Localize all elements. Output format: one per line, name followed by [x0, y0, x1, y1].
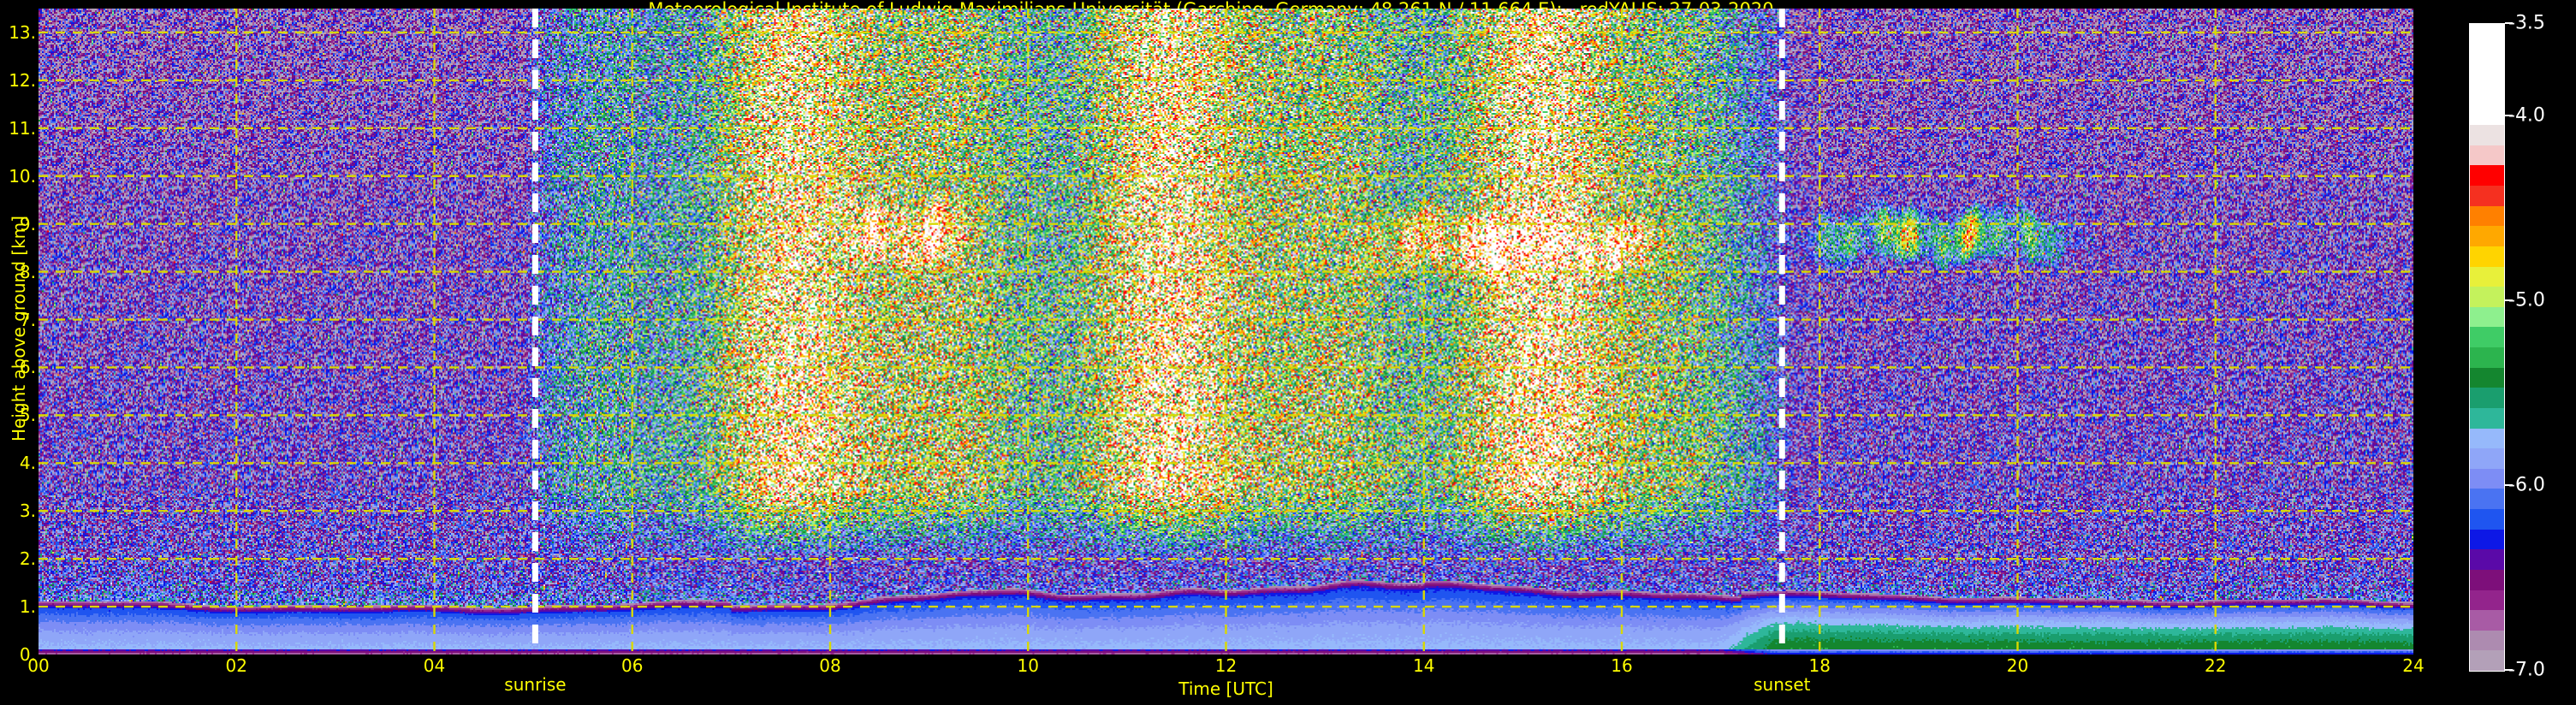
- colorbar-tick-mark: [2505, 484, 2513, 486]
- colorbar-segment: [2470, 44, 2504, 65]
- colorbar-segment: [2470, 145, 2504, 166]
- colorbar-tick-mark: [2505, 115, 2513, 116]
- colorbar-segment: [2470, 287, 2504, 307]
- y-tick-label: 3.: [19, 501, 36, 522]
- x-tick-02: 02: [225, 655, 247, 676]
- colorbar-segment: [2470, 468, 2504, 489]
- y-tick-label: 4.: [19, 453, 36, 474]
- x-tick-04: 04: [423, 655, 446, 676]
- y-tick-label: 8.: [19, 261, 36, 282]
- x-tick-22: 22: [2205, 655, 2227, 676]
- colorbar-segment: [2470, 186, 2504, 206]
- colorbar-tick-label: -3.5: [2508, 12, 2545, 34]
- colorbar-segment: [2470, 125, 2504, 145]
- x-axis-ticks: 00 02 04 06 08 10 12 14 16 18 20 22 24: [0, 655, 2576, 681]
- colorbar-segment: [2470, 428, 2504, 449]
- colorbar-tick-mark: [2505, 669, 2513, 671]
- colorbar-tick-label: -6.0: [2508, 474, 2545, 496]
- y-axis-ticks: 0. 1. 2. 3. 4. 5. 6. 7. 8. 9. 10. 11. 12. 13.: [0, 0, 38, 705]
- colorbar-tick-label: -4.0: [2508, 104, 2545, 127]
- colorbar-segment: [2470, 549, 2504, 570]
- colorbar-segment: [2470, 266, 2504, 287]
- colorbar-segment: [2470, 64, 2504, 85]
- sunrise-label: sunrise: [504, 674, 567, 695]
- lidar-heatmap-panel: [39, 9, 2413, 655]
- colorbar-segment: [2470, 407, 2504, 429]
- colorbar-segment: [2470, 84, 2504, 105]
- colorbar-segment: [2470, 388, 2504, 408]
- x-tick-10: 10: [1017, 655, 1039, 676]
- x-axis-label: Time [UTC]: [1178, 678, 1273, 699]
- x-tick-06: 06: [621, 655, 644, 676]
- colorbar-segment: [2470, 347, 2504, 368]
- colorbar-segment: [2470, 205, 2504, 227]
- colorbar-segment: [2470, 226, 2504, 246]
- y-tick-label: 9.: [19, 213, 36, 234]
- x-tick-16: 16: [1611, 655, 1633, 676]
- y-tick-label: 2.: [19, 548, 36, 570]
- colorbar-segment: [2470, 630, 2504, 651]
- x-tick-00: 00: [27, 655, 50, 676]
- colorbar-segment: [2470, 327, 2504, 347]
- y-tick-label: 1.: [19, 596, 36, 618]
- colorbar-segment: [2470, 165, 2504, 186]
- colorbar-segment: [2470, 610, 2504, 631]
- colorbar-tick-mark: [2505, 299, 2513, 301]
- colorbar-segment: [2470, 569, 2504, 590]
- colorbar: [2469, 23, 2505, 672]
- x-tick-12: 12: [1214, 655, 1238, 676]
- colorbar-tick-mark: [2505, 22, 2513, 24]
- y-tick-label: 12.: [9, 69, 36, 91]
- colorbar-segment: [2470, 650, 2504, 671]
- y-tick-label: 13.: [9, 21, 36, 43]
- y-tick-label: 7.: [19, 309, 36, 330]
- y-tick-label: 6.: [19, 357, 36, 378]
- colorbar-segment: [2470, 104, 2504, 126]
- colorbar-segment: [2470, 246, 2504, 267]
- y-tick-label: 11.: [9, 117, 36, 139]
- sunset-label: sunset: [1754, 674, 1811, 695]
- x-tick-24: 24: [2402, 655, 2425, 676]
- y-tick-label: 10.: [9, 165, 36, 187]
- colorbar-segment: [2470, 529, 2504, 550]
- x-tick-20: 20: [2006, 655, 2029, 676]
- colorbar-segment: [2470, 306, 2504, 328]
- colorbar-tick-label: -7.0: [2508, 659, 2545, 681]
- grid-lines: [39, 9, 2413, 655]
- colorbar-segment: [2470, 24, 2504, 44]
- colorbar-segment: [2470, 448, 2504, 469]
- x-tick-08: 08: [819, 655, 841, 676]
- x-tick-14: 14: [1413, 655, 1435, 676]
- x-tick-18: 18: [1808, 655, 1831, 676]
- colorbar-ticks: -3.5 -4.0 -5.0 -6.0 -7.0: [2505, 0, 2576, 705]
- sun-event-lines: [531, 9, 1785, 655]
- y-tick-label: 5.: [19, 405, 36, 426]
- y-tick-label: 0.: [19, 644, 36, 665]
- colorbar-tick-label: -5.0: [2508, 289, 2545, 311]
- colorbar-segment: [2470, 509, 2504, 530]
- colorbar-segment: [2470, 589, 2504, 611]
- colorbar-segment: [2470, 489, 2504, 509]
- colorbar-segment: [2470, 367, 2504, 388]
